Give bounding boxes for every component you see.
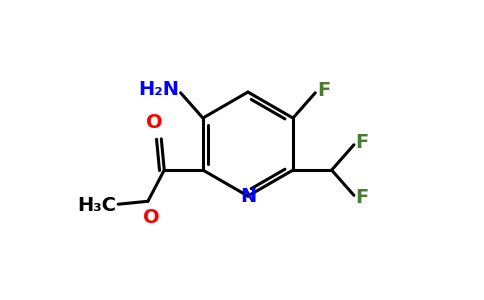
Text: O: O	[143, 208, 159, 227]
Text: F: F	[355, 133, 369, 152]
Text: H₂N: H₂N	[138, 80, 179, 99]
Text: F: F	[355, 188, 369, 207]
Text: F: F	[317, 81, 330, 100]
Text: O: O	[146, 113, 162, 132]
Text: H₃C: H₃C	[78, 196, 117, 215]
Text: N: N	[240, 187, 256, 206]
